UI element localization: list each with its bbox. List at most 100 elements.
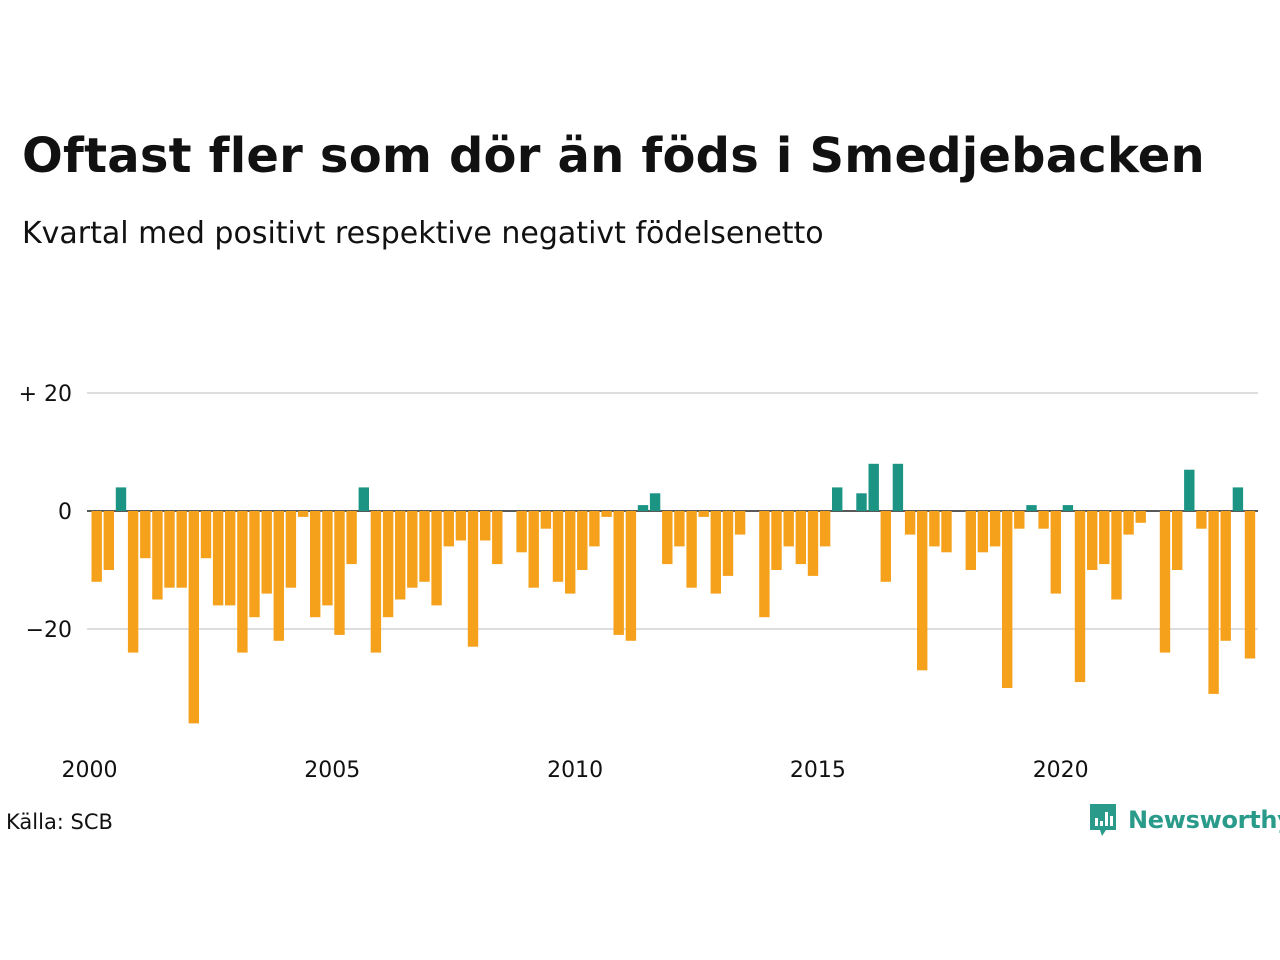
bar-negative — [1220, 511, 1231, 641]
bar-negative — [977, 511, 989, 553]
bar-negative — [625, 511, 637, 641]
bar-negative — [686, 511, 697, 588]
axis-labels: + 20 0 −20 2000 2005 2010 2015 2020 — [19, 382, 1089, 783]
source-note: Källa: SCB — [6, 810, 113, 834]
bar-negative — [140, 511, 151, 559]
bar-negative — [807, 511, 819, 576]
bar-negative — [1111, 511, 1122, 600]
bar-negative — [382, 511, 394, 618]
bar-negative — [1074, 511, 1086, 683]
brand-logo[interactable]: Newsworthy — [1088, 802, 1280, 838]
bar-negative — [103, 511, 114, 570]
bar-negative — [249, 511, 260, 618]
bar-negative — [188, 511, 199, 724]
bars — [91, 463, 1256, 724]
bar-negative — [941, 511, 952, 553]
bar-negative — [613, 511, 624, 635]
bar-negative — [1172, 511, 1183, 570]
chart-title: Oftast fler som dör än föds i Smedjeback… — [22, 128, 1205, 184]
bar-negative — [395, 511, 406, 600]
bar-negative — [1196, 511, 1207, 529]
bar-negative — [1123, 511, 1134, 535]
bar-negative — [516, 511, 527, 553]
bar-negative — [989, 511, 1001, 547]
bar-negative — [759, 511, 770, 618]
bar-negative — [1135, 511, 1146, 523]
bar-negative — [577, 511, 588, 570]
bar-positive — [115, 487, 127, 511]
bar-negative — [176, 511, 187, 588]
bar-negative — [297, 511, 309, 517]
bar-positive — [1062, 505, 1074, 511]
x-tick-label: 2020 — [1033, 758, 1089, 783]
bar-negative — [310, 511, 321, 618]
bar-negative — [589, 511, 600, 547]
bar-negative — [225, 511, 236, 606]
bar-negative — [492, 511, 503, 565]
bar-negative — [662, 511, 673, 565]
bar-negative — [734, 511, 746, 535]
bar-negative — [261, 511, 272, 594]
bar-negative — [91, 511, 102, 582]
chart-subtitle: Kvartal med positivt respektive negativt… — [22, 216, 824, 251]
bar-negative — [164, 511, 175, 588]
bar-negative — [1208, 511, 1219, 694]
bar-negative — [917, 511, 928, 671]
x-tick-label: 2000 — [62, 758, 118, 783]
bar-negative — [880, 511, 891, 582]
bar-negative — [783, 511, 794, 547]
bar-positive — [856, 493, 867, 511]
bar-negative — [528, 511, 539, 588]
bar-negative — [346, 511, 357, 565]
bar-positive — [1232, 487, 1244, 511]
bar-negative — [334, 511, 345, 635]
bar-negative — [795, 511, 806, 565]
bar-negative — [273, 511, 284, 641]
bar-negative — [1038, 511, 1049, 529]
y-tick-label: + 20 — [19, 382, 72, 407]
y-tick-label: −20 — [26, 618, 72, 643]
bar-negative — [237, 511, 248, 653]
bar-negative — [1159, 511, 1171, 653]
bar-negative — [431, 511, 442, 606]
bar-negative — [965, 511, 976, 570]
bar-negative — [1099, 511, 1110, 565]
newsworthy-logo-icon — [1090, 804, 1116, 836]
bar-negative — [565, 511, 576, 594]
bar-negative — [552, 511, 564, 582]
bar-positive — [358, 487, 369, 511]
bar-positive — [832, 487, 843, 511]
y-tick-label: 0 — [58, 500, 72, 525]
bar-positive — [892, 463, 904, 511]
bar-negative — [1002, 511, 1013, 688]
bar-negative — [419, 511, 430, 582]
bar-negative — [200, 511, 212, 559]
bar-negative — [1087, 511, 1098, 570]
bar-negative — [698, 511, 709, 517]
bar-negative — [710, 511, 721, 594]
bar-negative — [212, 511, 224, 606]
bar-negative — [455, 511, 467, 541]
bar-negative — [540, 511, 552, 529]
bar-positive — [637, 505, 649, 511]
bar-negative — [152, 511, 163, 600]
bar-negative — [819, 511, 831, 547]
bar-negative — [285, 511, 297, 588]
bar-negative — [674, 511, 685, 547]
x-tick-label: 2015 — [790, 758, 846, 783]
bar-negative — [480, 511, 491, 541]
bar-negative — [904, 511, 916, 535]
x-tick-label: 2005 — [304, 758, 360, 783]
bar-negative — [443, 511, 454, 547]
x-tick-label: 2010 — [547, 758, 603, 783]
brand-name: Newsworthy — [1128, 806, 1280, 834]
bar-negative — [722, 511, 734, 576]
bar-negative — [771, 511, 782, 570]
bar-negative — [1244, 511, 1256, 659]
bar-negative — [929, 511, 940, 547]
bar-negative — [1050, 511, 1061, 594]
bar-positive — [1184, 469, 1195, 511]
bar-negative — [127, 511, 139, 653]
bar-negative — [601, 511, 612, 517]
bar-positive — [649, 493, 661, 511]
